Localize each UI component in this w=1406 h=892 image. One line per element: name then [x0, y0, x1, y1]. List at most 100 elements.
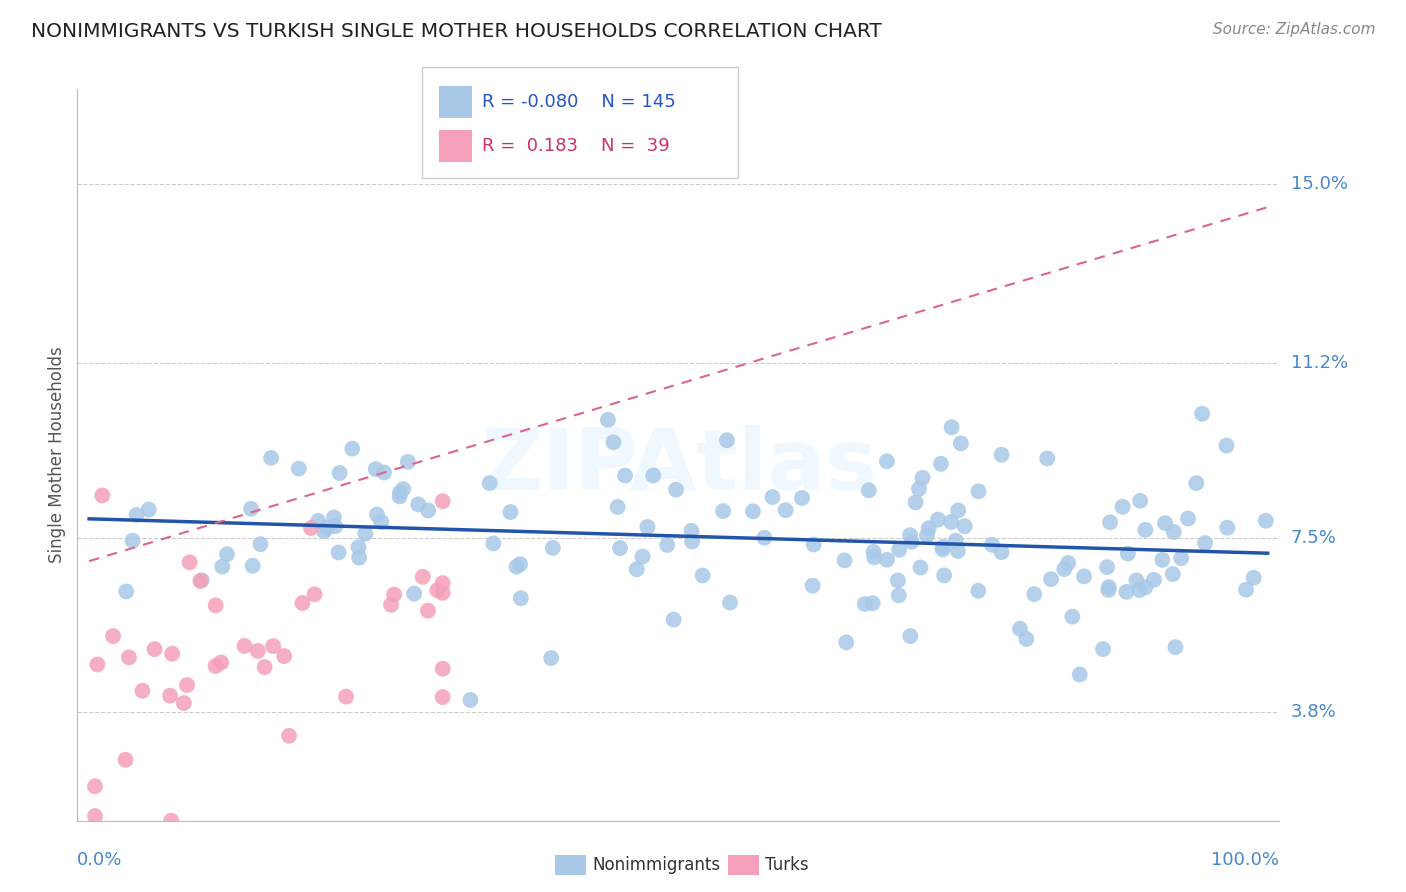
Point [609, 541, 631, 555]
Point [876, 553, 898, 567]
Point [162, 647, 184, 661]
Point [370, 515, 392, 529]
Point [380, 598, 402, 612]
Point [967, 583, 990, 598]
Point [741, 504, 763, 518]
Point [889, 542, 911, 557]
Text: 11.2%: 11.2% [1291, 354, 1348, 372]
Point [1129, 493, 1152, 508]
Point [990, 545, 1012, 559]
Point [1111, 500, 1133, 514]
Point [246, 644, 269, 658]
Point [1243, 571, 1265, 585]
Text: 100.0%: 100.0% [1212, 851, 1279, 869]
Point [711, 504, 734, 518]
Point [541, 541, 564, 555]
Point [1099, 516, 1122, 530]
Point [927, 512, 949, 526]
Point [1177, 511, 1199, 525]
Point [1095, 560, 1118, 574]
Point [908, 482, 931, 496]
Point [835, 635, 858, 649]
Text: Nonimmigrants: Nonimmigrants [592, 856, 720, 874]
Point [1163, 524, 1185, 539]
Point [1154, 516, 1177, 530]
Point [416, 604, 439, 618]
Point [887, 589, 910, 603]
Point [160, 814, 183, 828]
Point [862, 545, 884, 559]
Point [1185, 476, 1208, 491]
Text: 15.0%: 15.0% [1291, 175, 1347, 193]
Point [373, 466, 395, 480]
Point [1116, 547, 1139, 561]
Point [1191, 407, 1213, 421]
Point [190, 573, 212, 587]
Y-axis label: Single Mother Households: Single Mother Households [48, 347, 66, 563]
Point [910, 560, 932, 574]
Point [1062, 609, 1084, 624]
Point [904, 495, 927, 509]
Point [900, 534, 922, 549]
Point [278, 729, 301, 743]
Point [990, 448, 1012, 462]
Point [681, 534, 703, 549]
Point [775, 503, 797, 517]
Point [509, 558, 531, 572]
Point [945, 533, 967, 548]
Point [432, 662, 454, 676]
Point [121, 533, 143, 548]
Point [1152, 553, 1174, 567]
Point [949, 436, 972, 450]
Point [406, 497, 429, 511]
Point [209, 656, 232, 670]
Point [606, 500, 628, 514]
Point [614, 468, 637, 483]
Point [1164, 640, 1187, 655]
Point [131, 683, 153, 698]
Point [329, 466, 352, 480]
Point [392, 482, 415, 496]
Point [432, 586, 454, 600]
Point [354, 526, 377, 541]
Point [596, 413, 619, 427]
Point [396, 455, 419, 469]
Point [657, 538, 679, 552]
Point [143, 642, 166, 657]
Point [190, 574, 212, 588]
Point [412, 570, 434, 584]
Point [478, 476, 501, 491]
Point [1057, 556, 1080, 570]
Point [204, 659, 226, 673]
Point [953, 519, 976, 533]
Point [858, 483, 880, 498]
Point [754, 531, 776, 545]
Point [1073, 569, 1095, 583]
Point [84, 809, 107, 823]
Point [176, 678, 198, 692]
Point [876, 454, 898, 468]
Point [262, 639, 284, 653]
Text: R = -0.080    N = 145: R = -0.080 N = 145 [482, 93, 676, 111]
Point [249, 537, 271, 551]
Point [288, 461, 311, 475]
Point [499, 505, 522, 519]
Point [761, 490, 783, 504]
Point [643, 468, 665, 483]
Text: 3.8%: 3.8% [1291, 703, 1336, 721]
Point [1170, 551, 1192, 566]
Point [342, 442, 364, 456]
Point [718, 595, 741, 609]
Point [981, 538, 1004, 552]
Point [932, 540, 955, 554]
Point [101, 629, 124, 643]
Point [366, 508, 388, 522]
Point [1125, 574, 1147, 588]
Point [1040, 572, 1063, 586]
Point [242, 558, 264, 573]
Point [509, 591, 531, 606]
Point [1161, 567, 1184, 582]
Point [929, 457, 952, 471]
Point [125, 508, 148, 522]
Point [347, 541, 370, 555]
